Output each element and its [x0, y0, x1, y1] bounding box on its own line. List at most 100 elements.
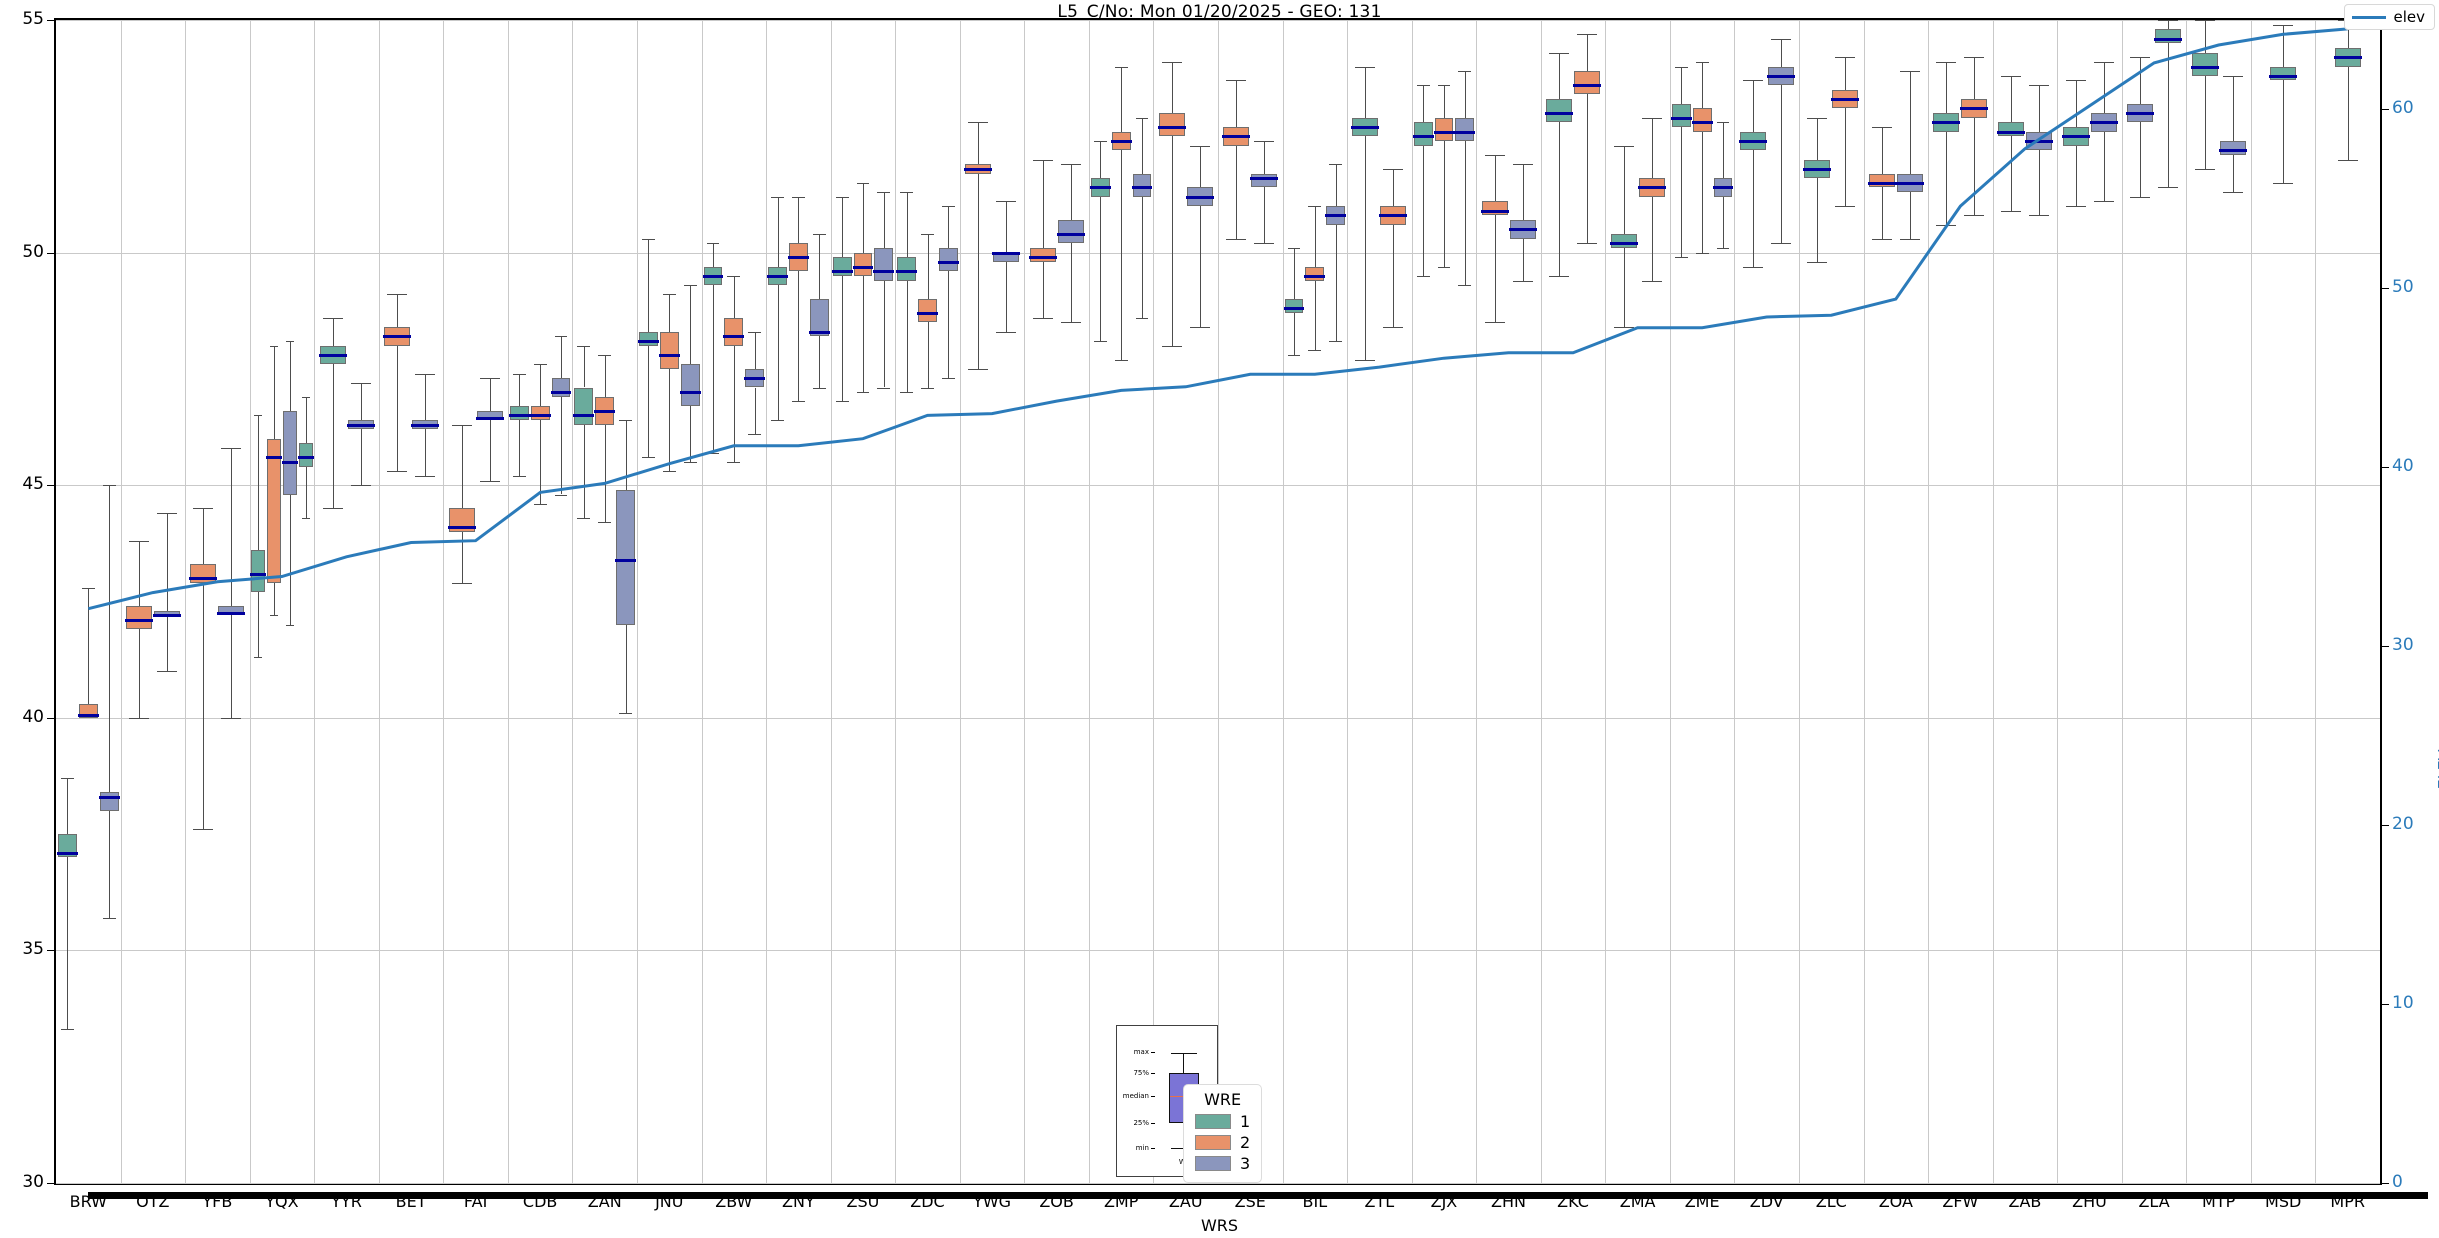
whisker-lower [2283, 80, 2285, 183]
boxplot-box[interactable] [250, 550, 265, 593]
whisker-cap-upper [1716, 122, 1730, 124]
whisker-cap-upper [968, 122, 989, 124]
boxplot-median-line [1110, 139, 1132, 143]
whisker-cap-lower [451, 582, 472, 584]
boxplot-box[interactable] [1692, 108, 1712, 132]
boxplot-box[interactable] [1413, 122, 1433, 146]
boxplot-box[interactable] [1251, 173, 1278, 188]
boxplot-box[interactable] [1546, 99, 1573, 123]
whisker-cap-lower [1613, 327, 1634, 329]
elev-legend[interactable]: elev [2344, 4, 2435, 30]
whisker-upper [1651, 117, 1653, 179]
wre-legend-item[interactable]: 3 [1195, 1154, 1250, 1173]
secondary-y-tick-mark [2382, 288, 2389, 290]
whisker-upper [1236, 80, 1238, 127]
boxplot-box[interactable] [1455, 117, 1475, 141]
wre-legend-item[interactable]: 2 [1195, 1133, 1250, 1152]
boxplot-median-line [1712, 186, 1734, 190]
gridline-vertical [830, 20, 832, 1183]
boxplot-box[interactable] [1132, 173, 1152, 197]
x-tick-mark [540, 1192, 621, 1199]
boxplot-box[interactable] [1057, 220, 1084, 244]
whisker-cap-upper [941, 206, 955, 208]
boxplot-box[interactable] [299, 443, 314, 467]
boxplot-box[interactable] [616, 489, 635, 625]
whisker-cap-upper [598, 354, 612, 356]
boxplot-median-line [1131, 186, 1153, 190]
x-tick-mark [1121, 1192, 1202, 1199]
boxplot-box[interactable] [1574, 71, 1601, 95]
whisker-cap-upper [812, 233, 826, 235]
boxplot-median-line [411, 423, 440, 427]
whisker-upper [489, 378, 491, 411]
boxplot-box[interactable] [2191, 52, 2218, 76]
whisker-lower [1587, 94, 1589, 244]
boxplot-box[interactable] [724, 317, 744, 346]
boxplot-box[interactable] [659, 331, 679, 369]
boxplot-box[interactable] [448, 508, 475, 532]
whisker-upper [2010, 75, 2012, 123]
inset-label-p75: 75% [1133, 1069, 1149, 1077]
wre-legend[interactable]: WRE 1 2 3 [1183, 1084, 1263, 1183]
whisker-lower [712, 285, 714, 453]
x-tick-mark [2154, 1192, 2235, 1199]
whisker-lower [604, 424, 606, 523]
whisker-cap-upper [2093, 61, 2114, 63]
boxplot-box[interactable] [1434, 117, 1454, 141]
boxplot-median-line [2089, 121, 2118, 125]
whisker-cap-lower [1114, 359, 1128, 361]
whisker-lower [1494, 215, 1496, 323]
boxplot-box[interactable] [897, 257, 917, 281]
gridline-vertical [766, 20, 768, 1183]
boxplot-box[interactable] [282, 410, 298, 495]
boxplot-box[interactable] [266, 438, 281, 583]
whisker-lower [1522, 238, 1524, 281]
boxplot-median-line [873, 270, 895, 274]
whisker-cap-upper [1641, 117, 1662, 119]
boxplot-median-line [808, 330, 830, 334]
whisker-lower [978, 173, 980, 369]
whisker-cap-lower [1742, 266, 1763, 268]
whisker-lower [1946, 131, 1948, 225]
whisker-lower [1314, 280, 1316, 351]
whisker-upper [648, 238, 650, 332]
whisker-lower [397, 345, 399, 472]
whisker-cap-lower [1437, 266, 1451, 268]
boxplot-box[interactable] [853, 252, 873, 276]
boxplot-box[interactable] [1158, 113, 1185, 137]
boxplot-box[interactable] [125, 606, 152, 630]
whisker-upper [1042, 159, 1044, 248]
x-tick-mark [1314, 1192, 1395, 1199]
boxplot-box[interactable] [1671, 103, 1691, 127]
x-tick-mark [1766, 1192, 1847, 1199]
x-tick-mark [1702, 1192, 1783, 1199]
whisker-cap-lower [156, 671, 177, 673]
whisker-upper [2168, 20, 2170, 30]
whisker-cap-lower [1512, 280, 1533, 282]
whisker-lower [109, 810, 111, 918]
whisker-cap-upper [1093, 140, 1107, 142]
whisker-cap-upper [322, 317, 343, 319]
boxplot-box[interactable] [58, 834, 77, 858]
boxplot-median-line [265, 456, 282, 460]
boxplot-box[interactable] [809, 299, 829, 337]
gridline-vertical [1282, 20, 1284, 1183]
x-tick-mark [1895, 1192, 1976, 1199]
whisker-upper [2038, 85, 2040, 132]
boxplot-median-line [1960, 107, 1989, 111]
y-tick-label: 30 [22, 1172, 44, 1192]
whisker-upper [290, 340, 291, 411]
y-tick-label: 40 [22, 706, 44, 727]
boxplot-box[interactable] [918, 299, 937, 323]
whisker-lower [906, 280, 908, 393]
boxplot-median-line [2061, 135, 2090, 139]
boxplot-box[interactable] [938, 247, 958, 272]
whisker-cap-upper [748, 331, 762, 333]
boxplot-box[interactable] [680, 364, 700, 407]
whisker-upper [1817, 117, 1819, 160]
wre-legend-items: 1 2 3 [1195, 1112, 1250, 1173]
whisker-cap-lower [2130, 196, 2151, 198]
whisker-cap-upper [2130, 57, 2151, 59]
wre-legend-item[interactable]: 1 [1195, 1112, 1250, 1131]
